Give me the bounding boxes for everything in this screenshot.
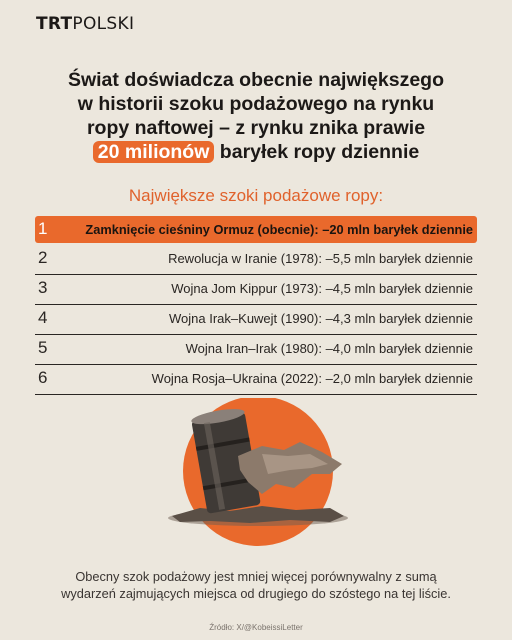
item-number: 4 xyxy=(38,308,48,327)
list-item-1: 1 Zamknięcie cieśniny Ormuz (obecnie): –… xyxy=(35,216,477,243)
item-text: Wojna Irak–Kuwejt (1990): –4,3 mln barył… xyxy=(169,311,473,326)
footer-note: Obecny szok podażowy jest mniej więcej p… xyxy=(20,568,492,602)
headline-line-4: 20 milionów baryłek ropy dziennie xyxy=(20,140,492,164)
list-item-2: 2 Rewolucja w Iranie (1978): –5,5 mln ba… xyxy=(35,245,477,275)
source-credit: Źródło: X/@KobeissiLetter xyxy=(209,623,303,632)
list-item-5: 5 Wojna Iran–Irak (1980): –4,0 mln barył… xyxy=(35,335,477,365)
item-number: 5 xyxy=(38,338,48,357)
item-number: 1 xyxy=(38,219,48,238)
headline-line-4-rest: baryłek ropy dziennie xyxy=(214,141,420,163)
headline-line-3: ropy naftowej – z rynku znika prawie xyxy=(86,117,426,139)
headline: Świat doświadcza obecnie największego w … xyxy=(20,68,492,164)
footer-line-1: Obecny szok podażowy jest mniej więcej p… xyxy=(75,569,437,584)
item-text: Wojna Iran–Irak (1980): –4,0 mln baryłek… xyxy=(185,341,473,356)
list-subtitle: Największe szoki podażowe ropy: xyxy=(128,186,384,205)
list-item-3: 3 Wojna Jom Kippur (1973): –4,5 mln bary… xyxy=(35,275,477,305)
item-text: Wojna Rosja–Ukraina (2022): –2,0 mln bar… xyxy=(151,371,473,386)
item-text: Zamknięcie cieśniny Ormuz (obecnie): –20… xyxy=(85,222,473,237)
rock-highlight xyxy=(262,454,328,474)
supply-shocks-list: 1 Zamknięcie cieśniny Ormuz (obecnie): –… xyxy=(35,216,477,395)
footer-line-2: wydarzeń zajmujących miejsca od drugiego… xyxy=(61,586,451,601)
list-item-6: 6 Wojna Rosja–Ukraina (2022): –2,0 mln b… xyxy=(35,365,477,395)
item-text: Wojna Jom Kippur (1973): –4,5 mln baryłe… xyxy=(171,281,473,296)
logo-bold: TRT xyxy=(36,14,73,34)
list-item-4: 4 Wojna Irak–Kuwejt (1990): –4,3 mln bar… xyxy=(35,305,477,335)
trt-polski-logo: TRTPOLSKI xyxy=(36,14,134,34)
headline-line-1: Świat doświadcza obecnie największego xyxy=(67,69,445,91)
barrel-icon xyxy=(191,409,261,514)
headline-line-2: w historii szoku podażowego na rynku xyxy=(77,93,435,115)
item-number: 2 xyxy=(38,248,48,267)
oil-barrel-illustration xyxy=(168,398,348,546)
item-text: Rewolucja w Iranie (1978): –5,5 mln bary… xyxy=(168,251,473,266)
item-number: 6 xyxy=(38,368,48,387)
item-number: 3 xyxy=(38,278,48,297)
logo-light: POLSKI xyxy=(72,14,135,34)
headline-highlight: 20 milionów xyxy=(92,141,215,163)
